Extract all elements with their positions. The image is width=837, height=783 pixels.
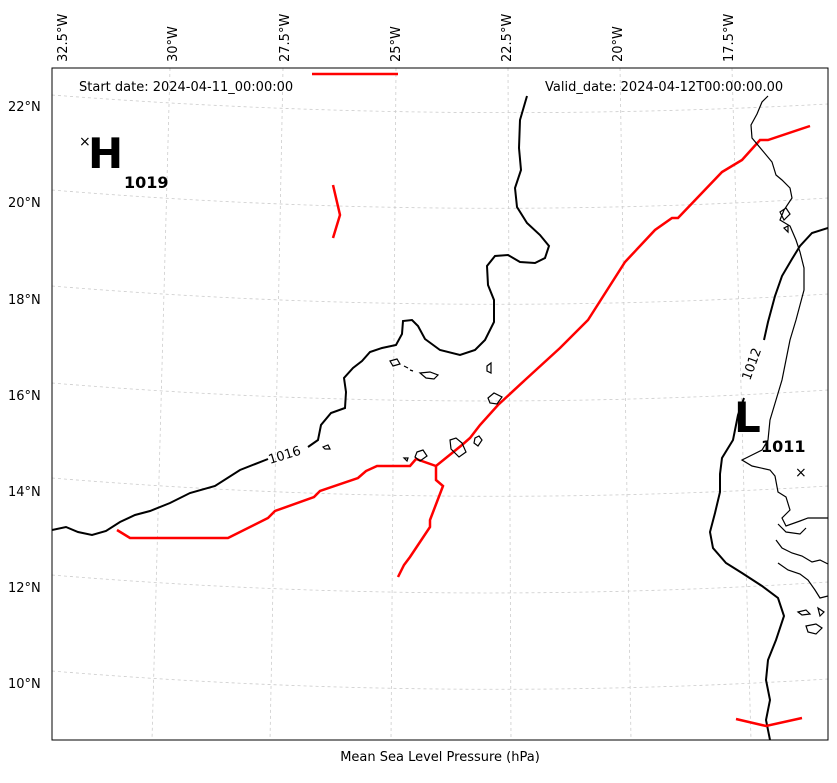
island-boa-vista: [487, 392, 503, 405]
lon-label: 27.5°W: [278, 14, 293, 62]
latitude-labels: 22°N 20°N 18°N 16°N 14°N 12°N 10°N: [8, 100, 41, 692]
high-pressure-value: 1019: [124, 173, 169, 192]
lon-label: 22.5°W: [500, 14, 515, 62]
africa-coastline: [740, 95, 828, 635]
lat-label: 20°N: [8, 196, 41, 211]
island-santiago: [449, 437, 467, 458]
parallel-line: [52, 285, 828, 305]
meridian-line: [52, 150, 53, 171]
front-segment-bottom: [735, 716, 803, 728]
meridian-line: [151, 68, 171, 740]
meridian-line: [269, 68, 284, 740]
lat-label: 16°N: [8, 389, 41, 404]
island-maio: [473, 435, 483, 447]
isobar-1012: [708, 227, 828, 740]
lat-label: 14°N: [8, 485, 41, 500]
high-pressure-letter: H: [88, 129, 123, 178]
lon-label: 25°W: [389, 26, 404, 62]
isobar-label: 1012: [740, 346, 765, 382]
parallel-line: [52, 382, 828, 402]
lat-label: 12°N: [8, 581, 41, 596]
island-fogo: [414, 449, 428, 462]
meridian-line: [507, 68, 512, 740]
lat-label: 18°N: [8, 293, 41, 308]
valid-date: Valid_date: 2024-04-12T00:00:00.00: [545, 80, 783, 95]
lat-label: 10°N: [8, 677, 41, 692]
lon-label: 32.5°W: [56, 14, 71, 62]
front-main: [116, 124, 811, 540]
map-bottom-label: Mean Sea Level Pressure (hPa): [340, 750, 540, 765]
island-sao-vicente: [403, 365, 414, 372]
parallel-line: [52, 574, 828, 594]
island-sal: [486, 361, 492, 374]
front-branch-south: [396, 466, 445, 578]
low-center-marker: ×: [795, 465, 807, 481]
parallel-line: [52, 94, 828, 114]
fronts: [116, 72, 811, 728]
meridian-line: [619, 68, 632, 740]
island-brava: [402, 457, 409, 463]
front-segment-north: [331, 184, 342, 239]
parallel-line: [52, 670, 828, 690]
low-pressure-value: 1011: [761, 437, 806, 456]
lon-label: 17.5°W: [722, 14, 737, 62]
parallel-line: [52, 189, 828, 209]
isobar-label: 1016: [267, 444, 303, 468]
lat-label: 22°N: [8, 100, 41, 115]
graticule: [52, 68, 828, 740]
lon-label: 30°W: [166, 26, 181, 62]
lon-label: 20°W: [611, 26, 626, 62]
meridian-line: [390, 68, 397, 740]
island-sao-nicolau: [418, 371, 440, 380]
isobar-1016: [52, 95, 551, 537]
longitude-labels: 32.5°W 30°W 27.5°W 25°W 22.5°W 20°W 17.5…: [56, 14, 737, 62]
high-center-marker: ×: [79, 134, 91, 150]
cape-verde-islands: [321, 358, 503, 463]
island-santo-antao: [389, 358, 401, 367]
island-west-small: [321, 444, 331, 450]
start-date: Start date: 2024-04-11_00:00:00: [79, 80, 293, 95]
plot-frame: [51, 67, 829, 741]
low-pressure-letter: L: [734, 393, 761, 442]
